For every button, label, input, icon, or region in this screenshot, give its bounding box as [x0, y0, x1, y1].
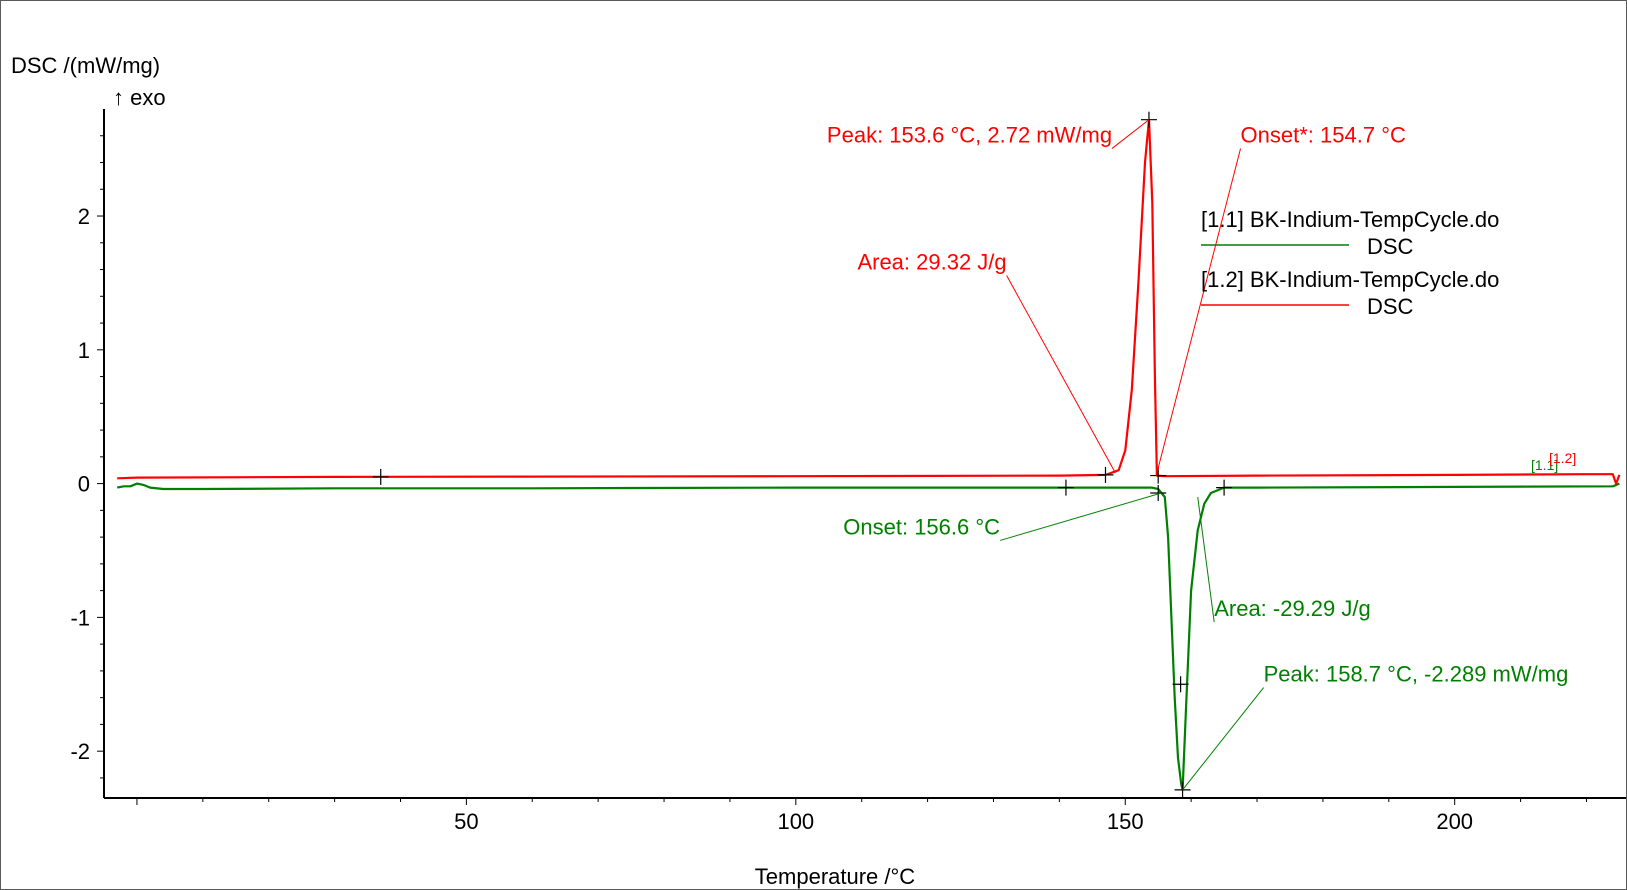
annotation-leader	[1155, 148, 1242, 476]
point-marker	[372, 468, 389, 485]
annotation: Area: -29.29 J/g	[1197, 496, 1371, 623]
point-marker	[1216, 479, 1233, 496]
point-marker	[1150, 484, 1167, 501]
annotation-label: Peak: 158.7 °C, -2.289 mW/mg	[1264, 662, 1569, 687]
annotation-label: Area: 29.32 J/g	[857, 250, 1006, 275]
y-tick-label: 2	[78, 204, 90, 229]
point-marker	[1150, 467, 1167, 484]
series-end-label: [1.2]	[1549, 450, 1576, 466]
axes: 2 1 0 -1 -2 50 100 150 200	[70, 109, 1626, 834]
point-marker	[1057, 479, 1074, 496]
annotation-label: Onset*: 154.7 °C	[1241, 122, 1406, 147]
legend-series-name: [1.1] BK-Indium-TempCycle.do	[1201, 207, 1499, 232]
annotation: Peak: 153.6 °C, 2.72 mW/mg	[827, 119, 1150, 149]
annotation-leader	[1197, 496, 1215, 623]
marker-layer	[372, 111, 1233, 798]
series-layer	[116, 118, 1621, 791]
x-tick-label: 50	[454, 809, 478, 834]
annotation: Peak: 158.7 °C, -2.289 mW/mg	[1182, 662, 1569, 791]
annotation-leader	[1006, 275, 1116, 474]
series-end-label: [1.1]	[1531, 457, 1558, 473]
annotation: Onset: 156.6 °C	[843, 492, 1162, 541]
annotation-label: Peak: 153.6 °C, 2.72 mW/mg	[827, 122, 1112, 147]
annotation-label: Area: -29.29 J/g	[1214, 596, 1371, 621]
y-axis-exo-note: ↑ exo	[113, 85, 166, 110]
x-tick-label: 100	[777, 809, 814, 834]
series-line-1	[116, 482, 1620, 791]
point-marker	[1097, 466, 1114, 483]
legend-series-signal: DSC	[1367, 234, 1414, 259]
x-tick-label: 150	[1107, 809, 1144, 834]
y-tick-label: -1	[70, 605, 90, 630]
legend-series-signal: DSC	[1367, 294, 1414, 319]
x-axis-label: Temperature /°C	[755, 864, 916, 889]
y-tick-label: 1	[78, 338, 90, 363]
annotation: Area: 29.32 J/g	[857, 250, 1116, 474]
y-axis-label: DSC /(mW/mg)	[11, 53, 160, 78]
series-line-2	[117, 118, 1621, 485]
annotation: Onset*: 154.7 °C	[1155, 122, 1406, 476]
annotation-leader	[1182, 687, 1265, 791]
annotation-leader	[1111, 119, 1150, 149]
annotation-label: Onset: 156.6 °C	[843, 514, 1000, 539]
annotation-layer: Peak: 153.6 °C, 2.72 mW/mg Onset*: 154.7 …	[827, 119, 1569, 791]
point-marker	[1172, 676, 1189, 693]
legend-series-name: [1.2] BK-Indium-TempCycle.do	[1201, 267, 1499, 292]
x-tick-label: 200	[1436, 809, 1473, 834]
annotation-leader	[999, 492, 1162, 541]
y-tick-label: 0	[78, 472, 90, 497]
y-tick-label: -2	[70, 739, 90, 764]
